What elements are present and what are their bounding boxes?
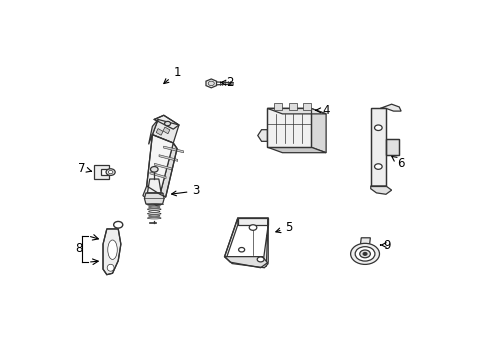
Polygon shape (267, 108, 326, 114)
FancyBboxPatch shape (274, 103, 282, 111)
Polygon shape (267, 108, 311, 147)
Polygon shape (94, 165, 109, 179)
Polygon shape (163, 127, 170, 134)
Polygon shape (224, 257, 268, 268)
Polygon shape (147, 179, 161, 193)
Text: 7: 7 (78, 162, 92, 175)
Polygon shape (238, 218, 268, 225)
FancyBboxPatch shape (303, 103, 311, 111)
Polygon shape (147, 135, 173, 194)
Polygon shape (159, 155, 178, 161)
Ellipse shape (107, 264, 114, 271)
Circle shape (165, 121, 171, 126)
Text: 6: 6 (392, 156, 405, 170)
Text: 1: 1 (164, 66, 181, 84)
Circle shape (208, 81, 214, 86)
Polygon shape (145, 193, 164, 204)
Circle shape (150, 167, 158, 172)
Polygon shape (263, 218, 268, 266)
Polygon shape (143, 186, 162, 205)
Circle shape (363, 252, 367, 255)
Text: 9: 9 (381, 239, 391, 252)
Circle shape (249, 225, 257, 230)
Polygon shape (224, 218, 238, 258)
Polygon shape (371, 186, 392, 194)
Polygon shape (154, 115, 179, 129)
Text: 2: 2 (221, 76, 234, 89)
Text: 4: 4 (316, 104, 330, 117)
Polygon shape (258, 130, 267, 141)
Polygon shape (380, 104, 401, 111)
Polygon shape (150, 172, 166, 179)
Text: 8: 8 (75, 242, 83, 255)
Polygon shape (361, 238, 370, 244)
Polygon shape (164, 146, 184, 153)
Polygon shape (148, 120, 158, 144)
Circle shape (360, 250, 370, 258)
Text: 5: 5 (276, 221, 293, 234)
Circle shape (108, 170, 113, 174)
Polygon shape (160, 143, 177, 197)
Circle shape (106, 169, 115, 175)
Polygon shape (152, 120, 179, 143)
Polygon shape (371, 108, 386, 186)
Text: 3: 3 (172, 184, 200, 197)
Polygon shape (267, 147, 326, 153)
Circle shape (257, 257, 264, 262)
Polygon shape (156, 129, 163, 135)
Circle shape (374, 164, 382, 169)
Circle shape (239, 247, 245, 252)
Polygon shape (386, 139, 399, 156)
Circle shape (351, 243, 379, 264)
Polygon shape (154, 163, 172, 170)
FancyBboxPatch shape (289, 103, 296, 111)
Polygon shape (311, 108, 326, 153)
Polygon shape (206, 79, 217, 88)
Circle shape (355, 247, 375, 261)
Ellipse shape (108, 240, 117, 260)
Polygon shape (103, 229, 121, 275)
Circle shape (374, 125, 382, 131)
